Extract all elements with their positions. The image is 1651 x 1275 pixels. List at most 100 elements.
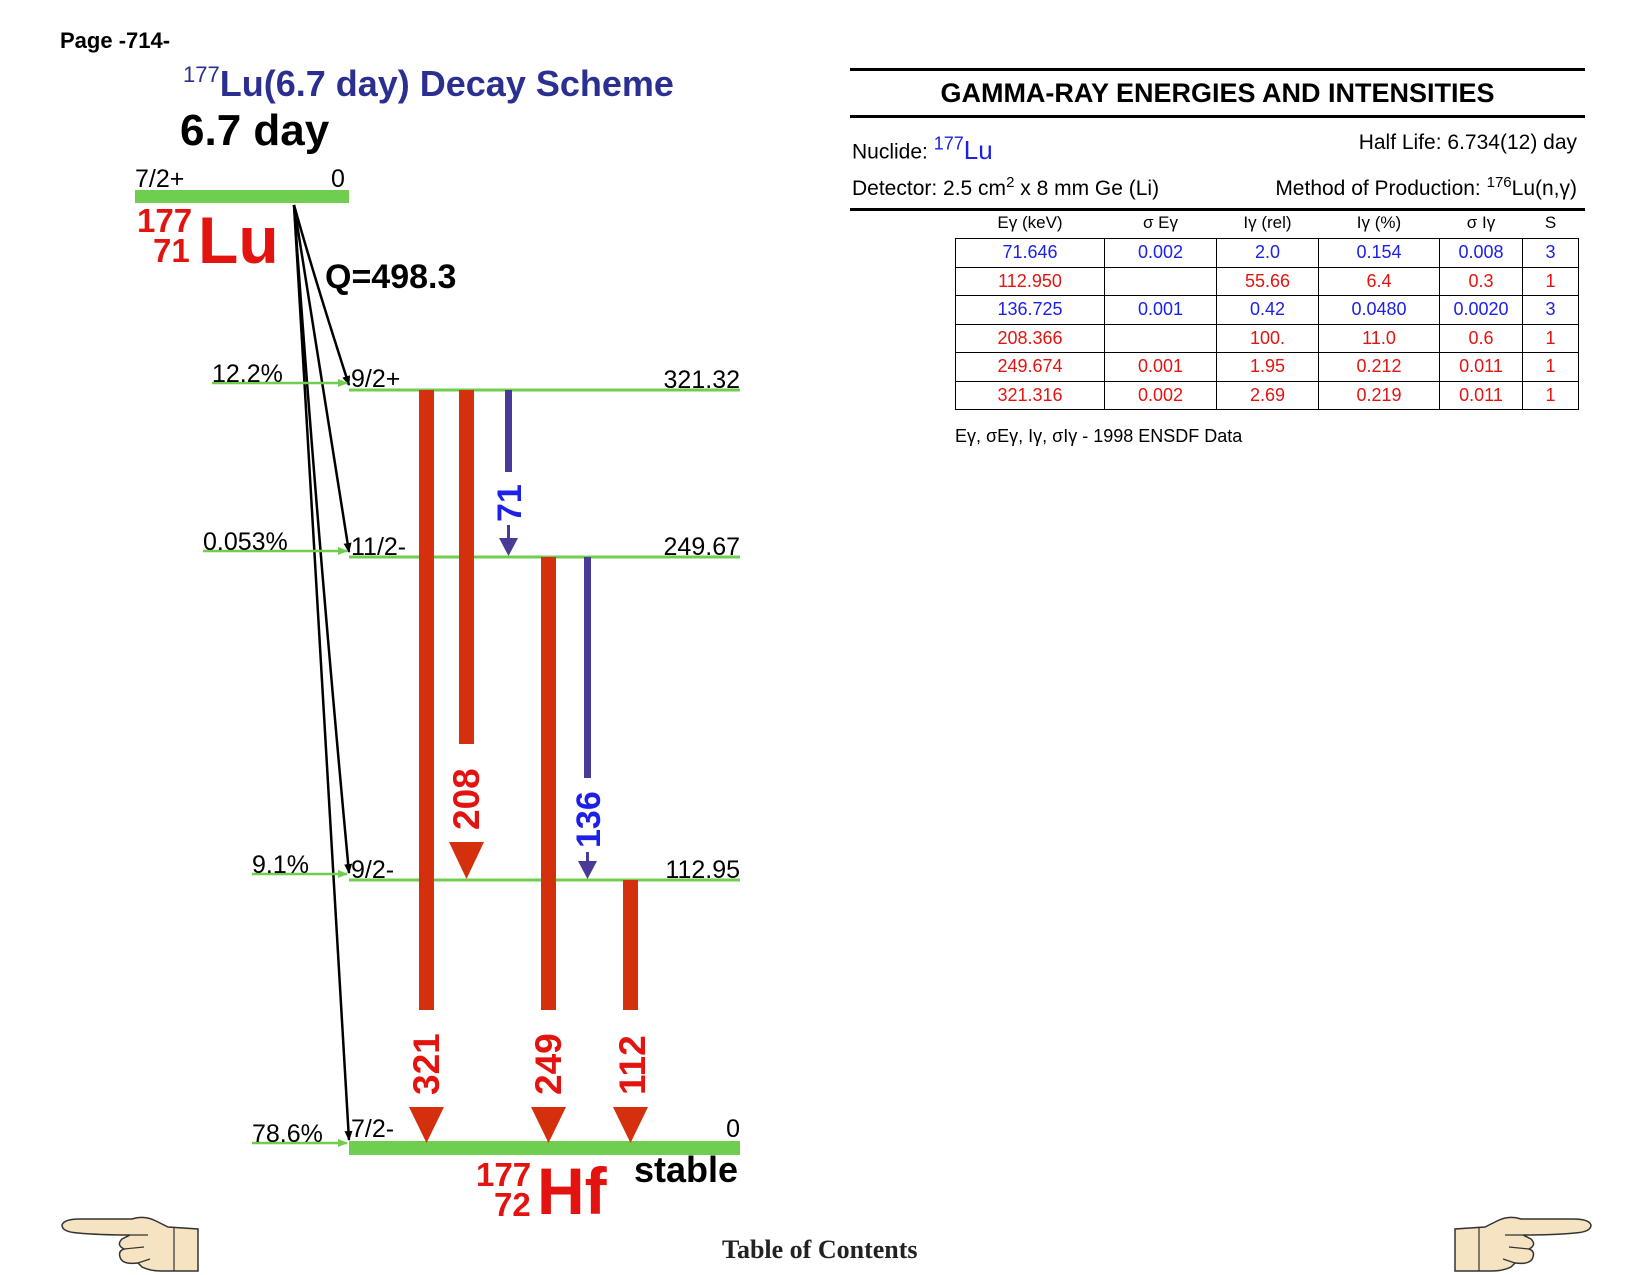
panel-top-rule <box>850 68 1585 71</box>
gamma-arrowhead <box>499 538 518 556</box>
level-spin: 9/2- <box>351 856 394 884</box>
gamma-transition-249: 249 <box>528 557 569 1143</box>
cell-energy-uncertainty: 0.002 <box>1104 380 1217 410</box>
gamma-label: 208 <box>446 768 487 830</box>
gamma-shaft <box>505 390 512 472</box>
cell-energy-uncertainty: 0.002 <box>1104 238 1217 268</box>
info-row-1: Nuclide: 177Lu Half Life: 6.734(12) day <box>850 128 1585 168</box>
cell-percent-intensity: 6.4 <box>1318 266 1440 296</box>
feeding-percent: 0.053% <box>203 528 288 556</box>
panel-middle-rule <box>850 115 1585 118</box>
cell-intensity-uncertainty: 0.6 <box>1439 323 1523 353</box>
q-value: Q=498.3 <box>325 258 456 296</box>
level-112: 9.1% 9/2- 112.95 <box>252 851 740 884</box>
gamma-label: 136 <box>570 791 608 848</box>
gamma-shaft <box>541 557 556 1010</box>
cell-intensity-uncertainty: 0.0020 <box>1439 295 1523 325</box>
detector-text-end: x 8 mm Ge (Li) <box>1014 176 1160 200</box>
production-method: Method of Production: 176Lu(n,γ) <box>1275 168 1577 204</box>
header-energy: Eγ (keV) <box>997 213 1063 232</box>
gamma-table-header: Eγ (keV) σ Eγ Iγ (rel) Iγ (%) σ Iγ S <box>956 208 1579 239</box>
scheme-title: 177Lu(6.7 day) Decay Scheme <box>183 62 674 105</box>
half-life: Half Life: 6.734(12) day <box>1358 131 1577 154</box>
feeding-percent: 9.1% <box>252 851 309 879</box>
cell-relative-intensity: 0.42 <box>1216 295 1319 325</box>
header-source: S <box>1544 213 1557 232</box>
daughter-mass-number: 177 <box>476 1156 531 1193</box>
level-spin: 9/2+ <box>351 365 400 393</box>
cell-source: 1 <box>1522 380 1579 410</box>
cell-energy-uncertainty <box>1104 323 1217 353</box>
cell-intensity-uncertainty: 0.008 <box>1439 238 1523 268</box>
beta-arrow-112 <box>292 204 353 874</box>
gamma-transition-321: 321 <box>406 390 447 1143</box>
table-of-contents-link[interactable]: Table of Contents <box>722 1235 918 1264</box>
daughter-status: stable <box>634 1149 738 1190</box>
cell-energy: 249.674 <box>955 352 1105 382</box>
nuclide-symbol: Lu <box>963 134 993 165</box>
cell-energy: 321.316 <box>955 380 1105 410</box>
gamma-shaft <box>419 390 434 1010</box>
cell-source: 1 <box>1522 323 1579 353</box>
cell-relative-intensity: 2.0 <box>1216 238 1319 268</box>
cell-intensity-uncertainty: 0.011 <box>1439 352 1523 382</box>
detector-exponent: 2 <box>1006 173 1015 191</box>
nuclide-mass-number: 177 <box>933 133 964 153</box>
level-energy: 112.95 <box>665 856 740 884</box>
gamma-shaft <box>584 557 591 778</box>
header-relative-intensity: Iγ (rel) <box>1243 213 1292 232</box>
cell-energy: 136.725 <box>955 295 1105 325</box>
daughter-atomic-number: 72 <box>494 1186 531 1223</box>
level-spin: 11/2- <box>351 533 406 561</box>
nuclide-value: 177Lu <box>933 133 993 165</box>
cell-source: 3 <box>1522 238 1579 268</box>
gamma-arrowhead <box>449 842 484 879</box>
level-energy: 0 <box>726 1115 740 1143</box>
cell-source: 1 <box>1522 266 1579 296</box>
decay-scheme-diagram: 6.7 day 7/2+ 0 177 71 Lu Q=498.3 12.2% 9… <box>135 106 740 1228</box>
cell-percent-intensity: 0.0480 <box>1318 295 1440 325</box>
beta-arrow-249 <box>292 204 352 553</box>
cell-energy-uncertainty: 0.001 <box>1104 295 1217 325</box>
level-321: 12.2% 9/2+ 321.32 <box>212 360 740 394</box>
cell-relative-intensity: 100. <box>1216 323 1319 353</box>
panel-title: GAMMA-RAY ENERGIES AND INTENSITIES <box>940 78 1495 108</box>
cell-source: 1 <box>1522 352 1579 382</box>
table-row: 208.366 100. 11.0 0.6 1 <box>955 323 1579 353</box>
info-row-2: Detector: 2.5 cm2 x 8 mm Ge (Li) Method … <box>850 168 1585 204</box>
title-mass-number: 177 <box>183 62 220 87</box>
cell-percent-intensity: 0.154 <box>1318 238 1440 268</box>
gamma-info-panel: GAMMA-RAY ENERGIES AND INTENSITIES Nucli… <box>850 68 1585 211</box>
beta-branch-arrows <box>292 204 353 1141</box>
cell-relative-intensity: 1.95 <box>1216 352 1319 382</box>
cell-percent-intensity: 0.212 <box>1318 352 1440 382</box>
parent-mass-number: 177 <box>137 202 192 239</box>
gamma-shaft <box>459 390 474 744</box>
parent-halflife: 6.7 day <box>180 106 330 155</box>
level-ground: 78.6% 7/2- 0 <box>252 1115 740 1155</box>
nuclide-info: Nuclide: 177Lu Half Life: 6.734(12) day … <box>850 118 1585 208</box>
header-energy-uncertainty: σ Eγ <box>1142 213 1179 232</box>
table-footnote: Eγ, σEγ, Iγ, σIγ - 1998 ENSDF Data <box>955 426 1243 446</box>
table-row: 71.646 0.002 2.0 0.154 0.008 3 <box>955 238 1579 268</box>
beta-arrow-gs <box>292 204 353 1141</box>
daughter-symbol: Hf <box>537 1154 608 1228</box>
previous-page-hand-icon[interactable] <box>60 1213 200 1273</box>
level-energy: 249.67 <box>664 533 740 561</box>
detector-info: Detector: 2.5 cm2 x 8 mm Ge (Li) <box>852 168 1159 204</box>
cell-intensity-uncertainty: 0.3 <box>1439 266 1523 296</box>
header-intensity-uncertainty: σ Iγ <box>1466 213 1496 232</box>
title-text: Lu(6.7 day) Decay Scheme <box>219 63 674 104</box>
cell-energy-uncertainty: 0.001 <box>1104 352 1217 382</box>
parent-symbol: Lu <box>198 203 279 277</box>
beta-arrow-321 <box>292 204 351 386</box>
cell-source: 3 <box>1522 295 1579 325</box>
panel-bottom-rule <box>850 207 1585 211</box>
table-row: 321.316 0.002 2.69 0.219 0.011 1 <box>955 380 1579 410</box>
gamma-transition-71: 71 <box>491 390 529 556</box>
parent-energy: 0 <box>331 165 345 193</box>
next-page-hand-icon[interactable] <box>1453 1213 1593 1273</box>
production-reaction: Lu(n,γ) <box>1511 176 1577 200</box>
header-percent-intensity: Iγ (%) <box>1356 213 1402 232</box>
level-spin: 7/2- <box>351 1115 394 1143</box>
